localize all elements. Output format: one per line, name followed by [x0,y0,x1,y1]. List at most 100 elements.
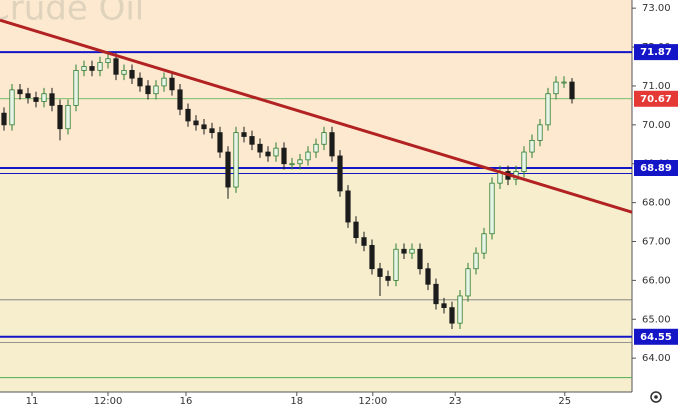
x-tick-label: 11 [26,396,39,407]
candle-body [9,89,15,126]
candle-body [473,252,479,270]
candle-body [417,248,423,270]
candle-body [145,85,151,95]
candle-body [313,143,319,153]
candle-body [393,248,399,281]
candle-body [41,93,47,102]
candle-body [553,81,559,95]
candle-body [377,268,383,277]
candle-body [569,81,575,100]
candle-body [241,132,247,137]
level-label-box [634,44,678,61]
y-tick-label: 73.00 [642,3,671,14]
candle-body [153,85,159,95]
candle-body [561,81,567,84]
candle-body [33,97,39,102]
candle-body [169,77,175,91]
x-tick-label: 12:00 [94,396,123,407]
candle-body [193,120,199,126]
candle-body [337,155,343,192]
candle-body [545,93,551,126]
level-label-box [634,328,678,345]
watermark-title: Crude Oil [0,0,144,29]
candle-body [209,128,215,134]
candle-body [73,69,79,106]
candle-body [137,77,143,87]
candle-body [361,237,367,246]
candle-body [121,69,127,75]
candle-body [481,233,487,254]
candle-body [105,58,111,64]
candle-body [425,268,431,285]
candle-body [345,190,351,223]
candle-body [465,268,471,297]
candle-body [441,303,447,309]
settings-icon[interactable] [650,391,662,403]
candle-body [81,66,87,71]
candle-body [113,58,119,75]
candle-body [401,248,407,254]
candle-body [353,221,359,239]
level-label: 68.89 [640,163,672,174]
candle-body [185,108,191,122]
y-tick-label: 66.00 [642,275,671,286]
candle-body [225,151,231,188]
candle-body [1,112,7,126]
y-tick-label: 71.00 [642,81,671,92]
candle-body [25,93,31,99]
candle-body [57,104,63,130]
candle-body [249,136,255,145]
level-label: 70.67 [640,94,672,105]
candle-body [385,276,391,281]
candle-body [49,93,55,106]
x-tick-label: 12:00 [358,396,387,407]
candle-body [329,132,335,157]
candle-body [521,151,527,172]
plot-area [0,18,633,379]
candle-body [529,139,535,153]
candle-body [297,159,303,165]
candle-body [433,283,439,305]
level-label-box [634,160,678,176]
lower-zone [0,167,632,392]
candle-body [257,143,263,153]
y-tick-label: 64.00 [642,353,671,364]
y-tick-label: 65.00 [642,314,671,325]
time-axis [0,392,632,409]
x-tick-label: 23 [449,396,462,407]
gear-hub[interactable] [654,395,658,399]
candle-body [177,89,183,110]
level-label: 64.55 [640,332,672,343]
candle-body [409,248,415,254]
candle-body [369,244,375,270]
level-label-box [634,90,678,107]
candle-body [449,307,455,324]
candle-body [273,147,279,157]
candle-body [233,132,239,188]
y-tick-label: 68.00 [642,198,671,209]
candle-body [305,151,311,161]
candle-body [537,124,543,141]
candle-body [161,77,167,87]
gear[interactable] [650,391,662,403]
x-tick-label: 25 [558,396,571,407]
candle-body [129,69,135,79]
y-tick-label: 70.00 [642,120,671,131]
candle-body [17,89,23,95]
x-tick-label: 18 [290,396,303,407]
candle-body [489,182,495,235]
trend-line [0,18,633,214]
candle-body [265,151,271,157]
candle-body [97,62,103,71]
candle-body [89,66,95,71]
candle-body [289,163,295,166]
candle-body [457,295,463,324]
candle-body [281,147,287,165]
candle-body [217,132,223,153]
candle-body [321,132,327,145]
y-tick-label: 67.00 [642,237,671,248]
x-tick-label: 16 [180,396,193,407]
candle-body [201,124,207,130]
axes: 73.0072.0071.0070.0069.0068.0067.0066.00… [26,3,678,407]
